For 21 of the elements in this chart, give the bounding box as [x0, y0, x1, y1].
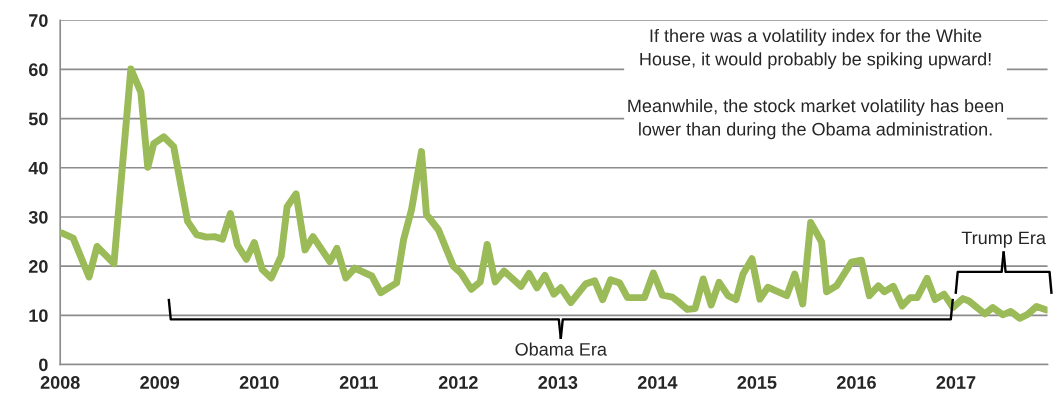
- y-tick-label: 70: [29, 14, 48, 27]
- y-tick-label: 40: [28, 161, 48, 175]
- x-tick-label: 2015: [737, 376, 777, 389]
- annotation: Obama Era: [515, 342, 607, 356]
- x-tick-label: 2013: [538, 376, 578, 389]
- x-tick-label: 2011: [339, 376, 378, 389]
- y-tick-label: 0: [39, 358, 48, 372]
- text: If there was a volatility index for the White House, it would probably be spiking upward! Meanwhile, the stock market volatility has been lower than during the Obama administration.: [628, 28, 1004, 140]
- y-tick-label: 60: [28, 63, 48, 77]
- x-tick-label: 2010: [239, 376, 279, 389]
- y-tick-label: 50: [28, 112, 48, 126]
- x-tick-label: 2009: [140, 376, 180, 389]
- y-tick-label: 20: [28, 260, 48, 273]
- x-tick-label: 2014: [637, 376, 678, 389]
- y-tick-label: 30: [28, 210, 48, 224]
- y-tick-label: 10: [29, 309, 48, 323]
- x-tick-label: 2016: [837, 376, 876, 389]
- x-tick-label: 2012: [438, 376, 478, 389]
- x-tick-label: 2017: [936, 376, 976, 389]
- x-tick-label: 2008: [40, 376, 80, 389]
- annotation: Trump Era: [961, 231, 1046, 248]
